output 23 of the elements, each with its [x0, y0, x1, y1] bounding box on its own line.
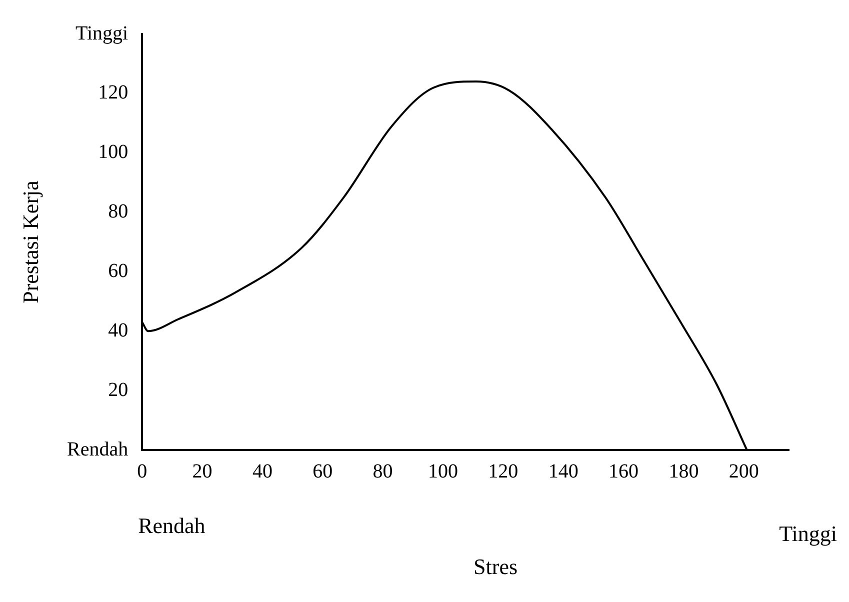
x-tick-label: 120 [488, 460, 518, 482]
x-tick-label: 80 [372, 460, 393, 482]
x-tick-label: 0 [137, 460, 148, 482]
y-tick-label: Rendah [67, 438, 128, 460]
y-axis-title: Prestasi Kerja [18, 180, 43, 304]
x-tick-label: 160 [608, 460, 639, 482]
y-tick-label: 100 [98, 141, 128, 164]
x-tick-label: 140 [548, 460, 578, 482]
x-tick-label: 60 [312, 460, 333, 482]
x-tick-label: 200 [728, 460, 759, 482]
y-tick-label: 120 [98, 82, 128, 104]
x-tick-label: 180 [668, 460, 699, 482]
y-tick-label: 20 [108, 378, 128, 401]
y-tick-label: 40 [108, 319, 128, 342]
y-tick-label: 80 [108, 200, 128, 223]
x-tick-label: 40 [252, 460, 272, 482]
y-tick-label: Tinggi [75, 22, 129, 44]
y-tick-label: 60 [108, 260, 128, 282]
text: Rendah [138, 512, 206, 538]
text: Tinggi [779, 520, 837, 546]
x-tick-label: 100 [428, 460, 458, 482]
x-tick-label: 20 [192, 460, 212, 482]
x-axis-title: Stres [474, 554, 518, 579]
